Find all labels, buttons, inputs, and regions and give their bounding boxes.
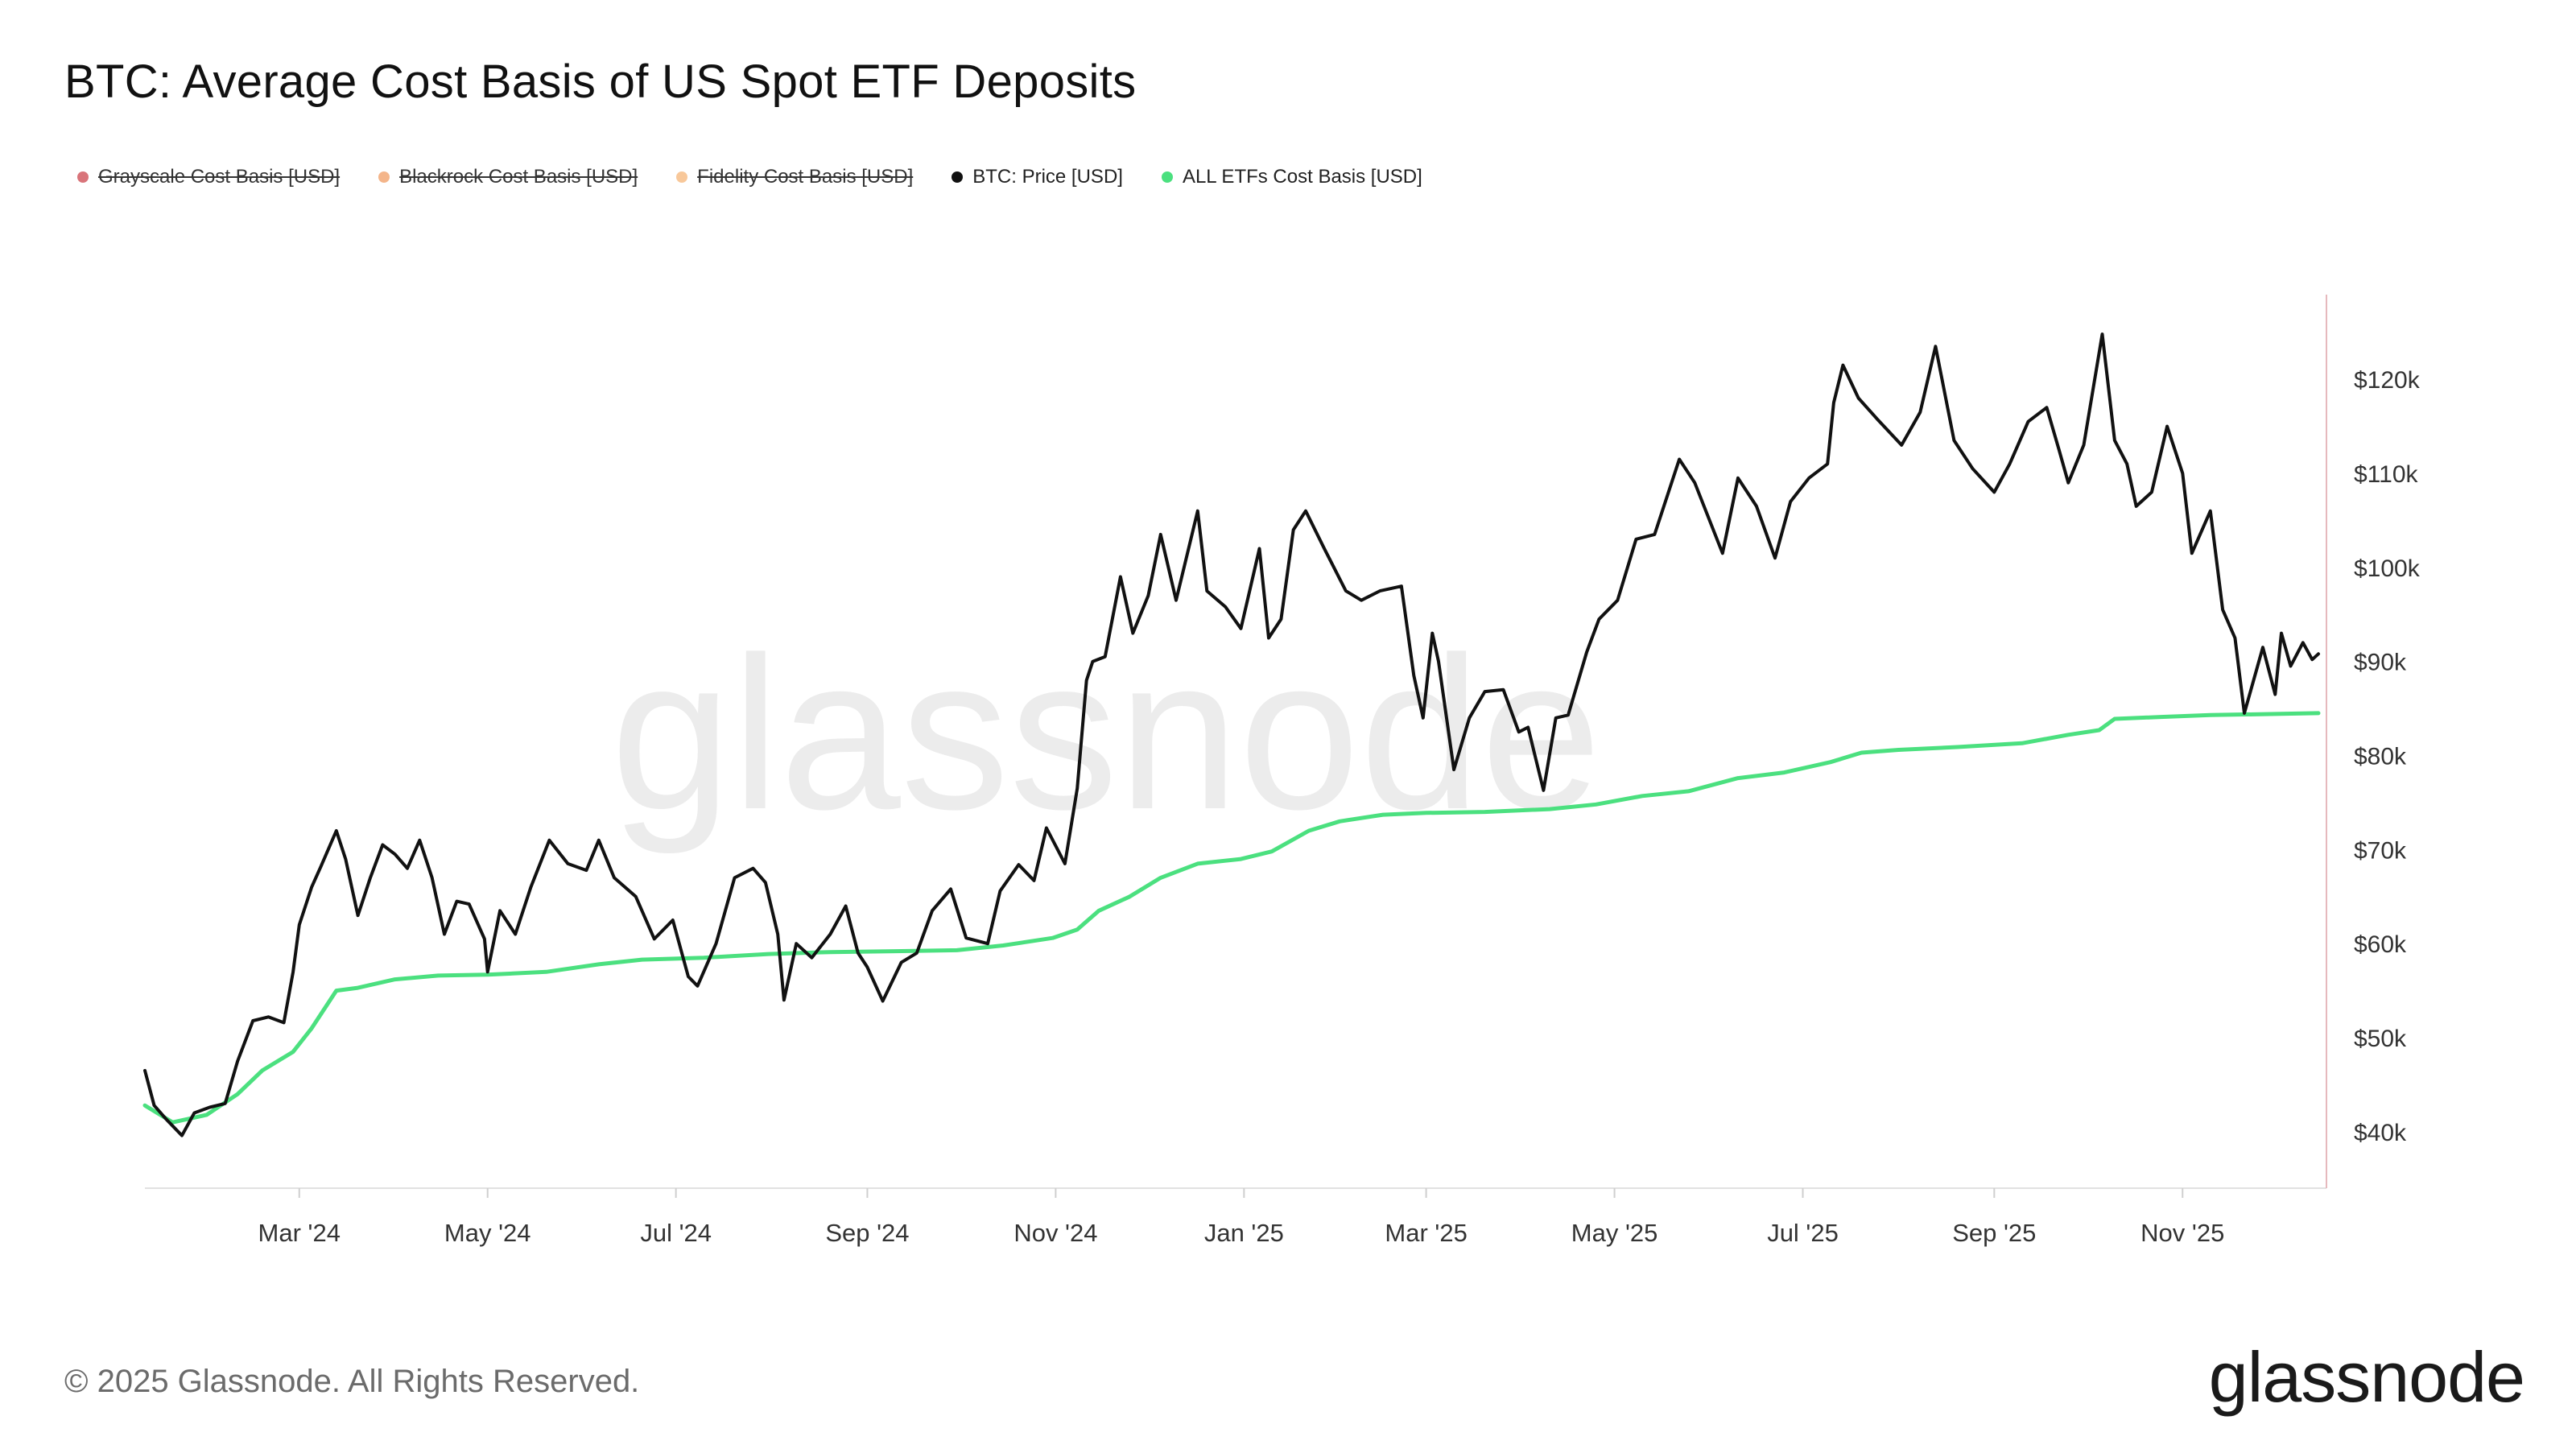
legend-dot-icon — [77, 171, 89, 183]
legend-dot-icon — [378, 171, 390, 183]
x-tick-label: May '25 — [1571, 1219, 1658, 1247]
btc-price-line — [143, 332, 2320, 1137]
legend-item-4[interactable]: ALL ETFs Cost Basis [USD] — [1161, 166, 1422, 188]
legend-label: Grayscale Cost Basis [USD] — [98, 166, 341, 188]
legend-dot-icon — [676, 171, 688, 183]
x-tick-label: Nov '25 — [2140, 1219, 2224, 1247]
x-axis-ticks: Mar '24 May '24 Jul '24 Sep '24 Nov '24 Jan '… — [258, 1188, 2224, 1247]
y-tick-label: $90k — [2354, 650, 2407, 676]
y-tick-label: $40k — [2354, 1120, 2407, 1146]
x-tick-label: May '24 — [444, 1219, 531, 1247]
chart-title: BTC: Average Cost Basis of US Spot ETF D… — [64, 56, 1137, 108]
legend-item-3[interactable]: BTC: Price [USD] — [952, 166, 1123, 188]
x-tick-label: Sep '25 — [1952, 1219, 2036, 1247]
y-tick-label: $50k — [2354, 1026, 2407, 1052]
legend-item-2[interactable]: Fidelity Cost Basis [USD] — [676, 166, 913, 188]
x-tick-label: Sep '24 — [825, 1219, 909, 1247]
legend-dot-icon — [1161, 171, 1173, 183]
y-tick-label: $100k — [2354, 555, 2421, 582]
y-axis-ticks: $40k $50k $60k $70k $80k $90k $100k $110k $120k — [2354, 367, 2421, 1146]
y-tick-label: $60k — [2354, 931, 2407, 958]
legend-label: Fidelity Cost Basis [USD] — [697, 166, 914, 188]
x-tick-label: Nov '24 — [1013, 1219, 1097, 1247]
all-etfs-cost-basis-line — [142, 711, 2321, 1125]
y-tick-label: $120k — [2354, 367, 2421, 394]
legend-item-0[interactable]: Grayscale Cost Basis [USD] — [77, 166, 340, 188]
x-tick-label: Jul '24 — [640, 1219, 712, 1247]
x-tick-label: Mar '24 — [258, 1219, 341, 1247]
legend-label: BTC: Price [USD] — [972, 166, 1123, 188]
legend: Grayscale Cost Basis [USD] Blackrock Cost… — [77, 161, 1422, 193]
legend-label: ALL ETFs Cost Basis [USD] — [1182, 166, 1422, 188]
legend-dot-icon — [952, 171, 964, 183]
y-tick-label: $110k — [2354, 461, 2419, 488]
x-tick-label: Mar '25 — [1385, 1219, 1467, 1247]
series-lines — [142, 332, 2321, 1137]
copyright-text: © 2025 Glassnode. All Rights Reserved. — [64, 1364, 640, 1399]
x-tick-label: Jan '25 — [1204, 1219, 1284, 1247]
y-tick-label: $70k — [2354, 837, 2407, 864]
glassnode-logo: glassnode — [2208, 1337, 2525, 1417]
legend-label: Blackrock Cost Basis [USD] — [399, 166, 638, 188]
y-tick-label: $80k — [2354, 744, 2407, 770]
x-tick-label: Jul '25 — [1767, 1219, 1839, 1247]
legend-item-1[interactable]: Blackrock Cost Basis [USD] — [378, 166, 638, 188]
